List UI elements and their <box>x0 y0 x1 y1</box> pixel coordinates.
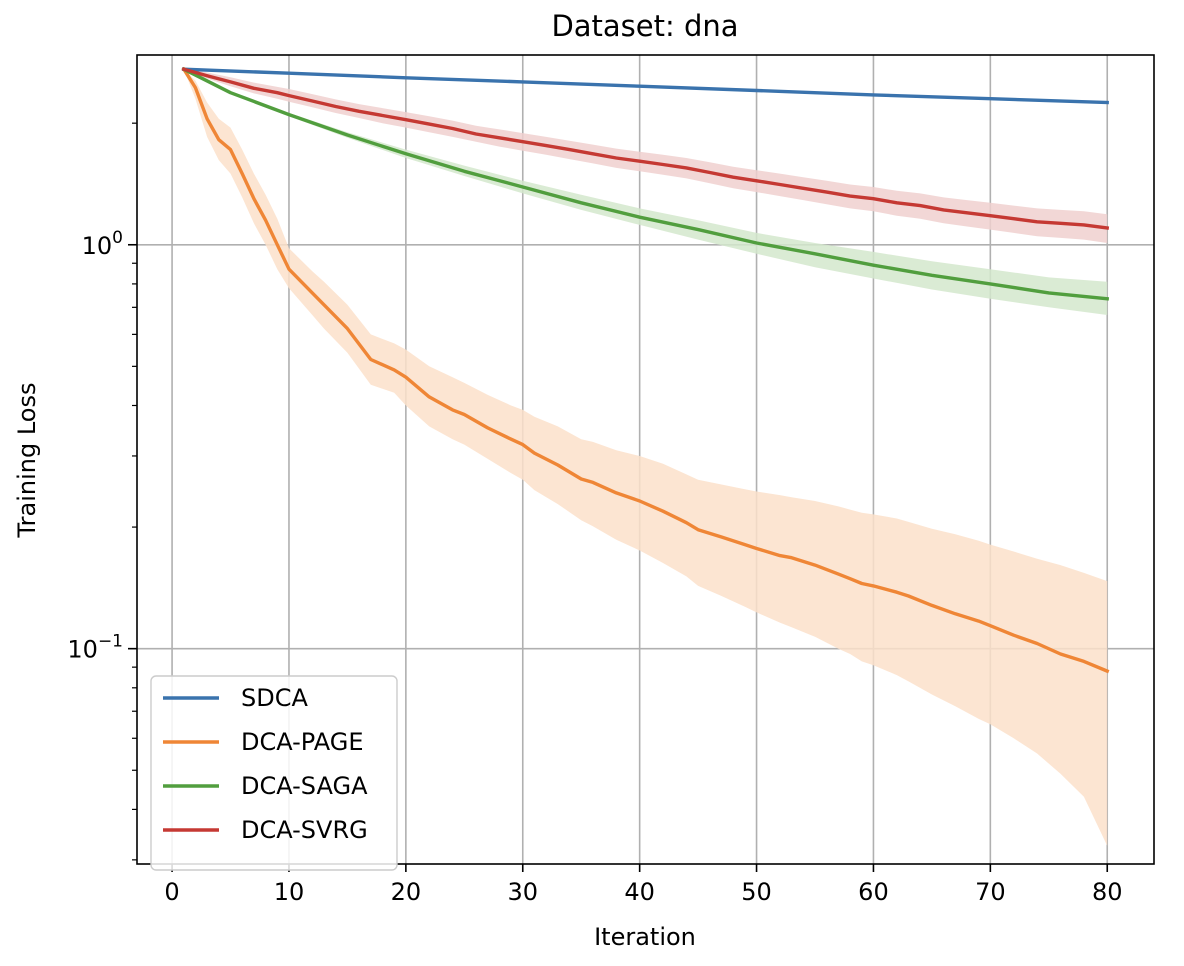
legend-box <box>150 675 398 871</box>
x-axis-ticks: 0 10 20 30 40 50 60 70 80 <box>164 864 1123 906</box>
x-tick-label: 10 <box>274 878 305 906</box>
plot-frame <box>136 54 1155 865</box>
y-tick-label: 10−1 <box>67 632 123 664</box>
y-axis-ticks: 100 10−1 <box>67 122 137 861</box>
legend-label-dca-page: DCA-PAGE <box>241 728 363 756</box>
x-tick-label: 50 <box>741 878 772 906</box>
x-tick-label: 20 <box>391 878 422 906</box>
legend-label-dca-saga: DCA-SAGA <box>241 772 368 800</box>
dca-svrg-line <box>181 67 1110 230</box>
legend: SDCA DCA-PAGE DCA-SAGA DCA-SVRG <box>150 675 398 871</box>
x-tick-label: 80 <box>1092 878 1123 906</box>
dca-saga-line <box>181 66 1110 301</box>
x-axis-label: Iteration <box>594 923 696 951</box>
y-tick-label: 100 <box>82 228 123 260</box>
x-tick-label: 70 <box>975 878 1006 906</box>
y-axis-label: Training Loss <box>13 383 41 539</box>
legend-label-sdca: SDCA <box>241 684 308 712</box>
dca-page-band <box>183 69 1108 846</box>
x-tick-label: 0 <box>164 878 179 906</box>
sdca-line <box>182 67 1109 105</box>
x-tick-label: 30 <box>507 878 538 906</box>
dca-page-line <box>181 66 1110 674</box>
dca-saga-band <box>183 69 1108 315</box>
chart-title: Dataset: dna <box>551 9 738 43</box>
series-lines <box>181 66 1110 674</box>
x-tick-label: 40 <box>624 878 655 906</box>
x-tick-label: 60 <box>858 878 889 906</box>
legend-label-dca-svrg: DCA-SVRG <box>241 816 368 844</box>
